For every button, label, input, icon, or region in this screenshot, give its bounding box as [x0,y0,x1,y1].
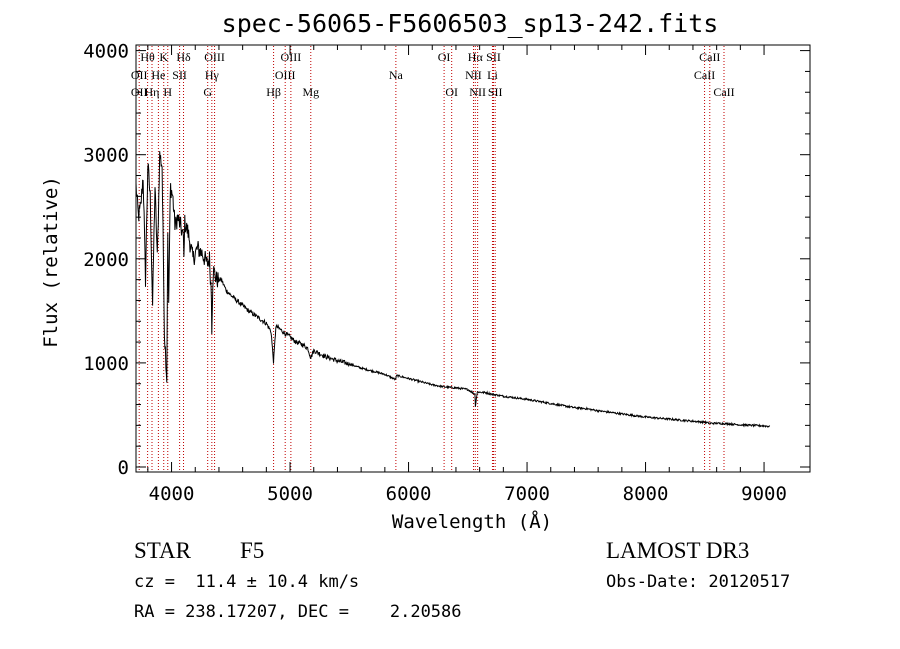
spectral-line-label: SII [172,68,187,82]
axis-ticks: 4000 5000 6000 7000 8000 9000 0 1000 2000 3000 400… [83,41,810,505]
spectral-line-label: Mg [302,85,319,99]
spectral-line-label: OIII [204,50,225,64]
spectral-line-label: Na [389,68,404,82]
x-tick-label: 8000 [623,483,669,505]
spectral-line-label: Hη [145,85,160,99]
x-tick-label: 4000 [149,483,195,505]
spectral-line-label: NII [465,68,482,82]
flux-series-line [135,151,771,428]
spectral-line-label: CaII [699,50,720,64]
spectral-line-label: CaII [713,85,734,99]
spectral-line-label: OII [131,68,148,82]
spectral-line-label: He [151,68,165,82]
chart-title: spec-56065-F5606503_sp13-242.fits [222,9,719,38]
x-tick-label: 6000 [386,483,432,505]
spectral-line-label: G [203,85,212,99]
spectral-line-label: Hδ [176,50,191,64]
x-tick-label: 5000 [267,483,313,505]
spectral-line-label: H [163,85,172,99]
observation-date: Obs-Date: 20120517 [606,572,791,592]
spectral-line-label: CaII [694,68,715,82]
spectral-line-label: Hθ [140,50,155,64]
spectral-line-label: Hγ [205,68,220,82]
x-tick-label: 9000 [741,483,787,505]
x-axis-label: Wavelength (Å) [392,510,552,533]
survey-name: LAMOST DR3 [606,538,750,563]
redshift-value: cz = 11.4 ± 10.4 km/s [134,572,360,592]
series-layer [135,151,771,428]
object-class: STAR [134,538,191,563]
x-tick-label: 7000 [504,483,550,505]
y-axis-label: Flux (relative) [40,176,62,348]
spectral-line-label: SII [488,85,503,99]
spectral-line-label: SII [486,50,501,64]
spectral-line-label: OI [445,85,458,99]
y-tick-label: 0 [118,457,129,479]
y-tick-label: 3000 [83,145,129,167]
y-tick-label: 2000 [83,249,129,271]
y-tick-label: 4000 [83,41,129,63]
spectral-line-label: OI [438,50,451,64]
spectral-line-label: NII [469,85,486,99]
spectral-line-label: K [159,50,168,64]
y-tick-label: 1000 [83,353,129,375]
spectral-line-label: Hβ [266,85,281,99]
spectral-line-label: Hα [468,50,484,64]
subclass: F5 [240,538,265,563]
spectral-line-label: OIII [281,50,302,64]
coordinates: RA = 238.17207, DEC = 2.20586 [134,602,462,622]
spectral-line-label: OIII [275,68,296,82]
spectral-line-label: Li [487,68,498,82]
